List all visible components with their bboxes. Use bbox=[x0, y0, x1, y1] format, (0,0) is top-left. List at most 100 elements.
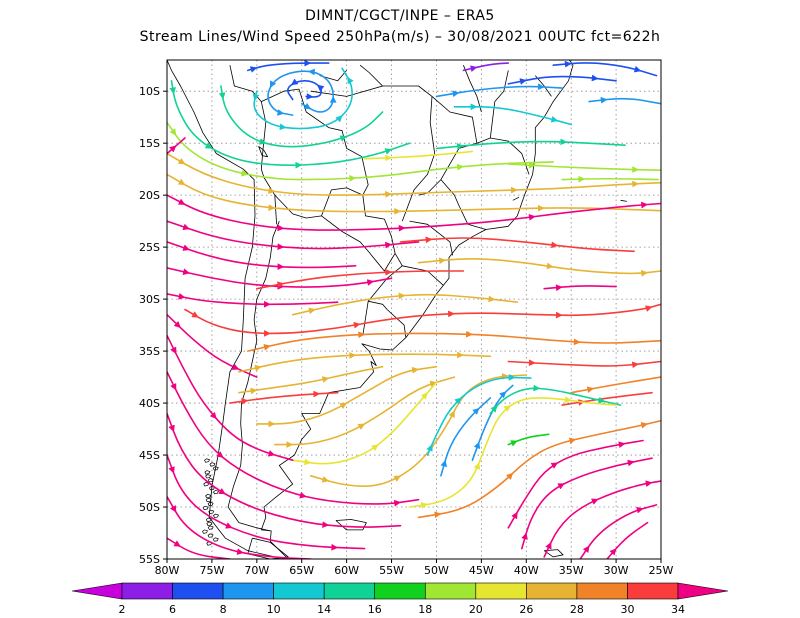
colorbar-label: 8 bbox=[220, 603, 227, 616]
streamline-arrow bbox=[632, 166, 640, 173]
streamline-arrow bbox=[466, 330, 473, 338]
streamline-arrow bbox=[371, 444, 379, 452]
streamline-arrow bbox=[627, 459, 635, 467]
streamline-arrow bbox=[241, 169, 249, 177]
streamline-arrow bbox=[440, 459, 448, 468]
streamline-arrow bbox=[591, 74, 599, 82]
streamline-arrow bbox=[557, 483, 565, 490]
lon-tick-label: 30W bbox=[604, 564, 629, 577]
streamline-arrow bbox=[268, 420, 276, 428]
fjord-island bbox=[207, 478, 214, 483]
streamline-arrow bbox=[384, 148, 393, 155]
fjord-island bbox=[213, 513, 219, 518]
streamline-arrow bbox=[209, 411, 217, 420]
streamline-arrow bbox=[550, 115, 559, 123]
streamline-arrow bbox=[473, 441, 481, 450]
streamline-arrow bbox=[528, 213, 536, 221]
streamline-arrow bbox=[385, 190, 393, 198]
streamline-arrow bbox=[490, 405, 498, 413]
streamline-arrow bbox=[426, 444, 433, 452]
streamline-arrow bbox=[454, 397, 462, 405]
lon-tick-label: 45W bbox=[469, 564, 494, 577]
colorbar-label: 34 bbox=[671, 603, 685, 616]
streamline-arrow bbox=[470, 103, 478, 111]
coastline-segment bbox=[476, 137, 530, 175]
colorbar-label: 28 bbox=[570, 603, 584, 616]
streamline-arrow bbox=[349, 174, 357, 182]
streamline-arrow bbox=[533, 384, 541, 392]
coastline-segment bbox=[463, 65, 482, 113]
streamline-arrow bbox=[263, 343, 271, 351]
streamline-arrow bbox=[537, 204, 545, 212]
streamline bbox=[287, 79, 323, 101]
colorbar-label: 20 bbox=[469, 603, 483, 616]
lon-tick-label: 70W bbox=[244, 564, 269, 577]
streamline-arrow bbox=[241, 398, 249, 405]
colorbar-segment bbox=[475, 582, 527, 600]
streamline-arrow bbox=[276, 109, 285, 116]
streamline-arrow bbox=[264, 329, 271, 337]
fjord-island bbox=[206, 521, 213, 526]
streamline bbox=[552, 62, 658, 77]
streamline-arrow bbox=[276, 281, 285, 289]
colorbar-label: 6 bbox=[169, 603, 176, 616]
streamline-arrow bbox=[316, 84, 325, 92]
streamline-arrow bbox=[295, 161, 303, 169]
streamline-arrow bbox=[168, 466, 175, 474]
streamline-arrow bbox=[347, 76, 354, 85]
colorbar-label: 2 bbox=[119, 603, 126, 616]
streamline bbox=[507, 75, 617, 85]
streamline-arrow bbox=[555, 284, 563, 292]
streamline-arrow bbox=[339, 402, 348, 410]
streamline-arrow bbox=[438, 257, 446, 265]
streamline-arrow bbox=[329, 95, 337, 103]
lon-tick-label: 60W bbox=[334, 564, 359, 577]
streamline-arrow bbox=[645, 305, 653, 312]
map-title-line-1: DIMNT/CGCT/INPE – ERA5 bbox=[305, 8, 495, 24]
streamline-arrow bbox=[640, 269, 649, 277]
streamline-arrow bbox=[568, 437, 577, 445]
streamline bbox=[167, 241, 357, 269]
streamline-arrow bbox=[182, 268, 191, 276]
colorbar-segment bbox=[172, 582, 224, 600]
streamline-arrow bbox=[591, 498, 599, 505]
coastline-segment bbox=[543, 549, 564, 558]
streamline-arrow bbox=[472, 407, 480, 415]
streamline-arrow bbox=[331, 543, 339, 551]
streamline-arrow bbox=[270, 80, 277, 88]
streamline-arrow bbox=[277, 263, 285, 270]
streamline-arrow bbox=[618, 441, 626, 449]
streamline-arrow bbox=[473, 462, 481, 470]
coastline-segment bbox=[319, 70, 347, 82]
streamline bbox=[229, 391, 339, 404]
streamline bbox=[167, 495, 312, 559]
streamline-arrow bbox=[321, 376, 330, 383]
streamline-arrow bbox=[633, 65, 642, 73]
streamline bbox=[435, 85, 563, 98]
streamline-arrow bbox=[231, 363, 240, 370]
streamline-arrow bbox=[306, 93, 314, 100]
streamline bbox=[440, 397, 492, 477]
streamline-arrow bbox=[308, 307, 316, 315]
colorbar-min-triangle bbox=[71, 582, 123, 600]
coastline-segment bbox=[440, 179, 487, 230]
lon-tick-label: 40W bbox=[514, 564, 539, 577]
streamline-arrow bbox=[182, 244, 191, 251]
streamline-arrow bbox=[499, 391, 507, 399]
streamline bbox=[507, 360, 661, 367]
streamline-arrow bbox=[434, 511, 442, 519]
streamline-arrow bbox=[519, 78, 527, 85]
coastline-segment bbox=[620, 199, 627, 202]
streamline-arrow bbox=[254, 364, 262, 372]
streamline bbox=[170, 80, 411, 167]
streamline-arrow bbox=[264, 300, 271, 308]
fjord-island bbox=[203, 482, 210, 487]
streamline-arrow bbox=[290, 78, 299, 86]
streamline-arrow bbox=[339, 135, 348, 142]
streamline bbox=[253, 67, 353, 130]
streamline-arrow bbox=[267, 450, 276, 457]
streamline-arrow bbox=[631, 361, 640, 369]
lon-tick-label: 25W bbox=[649, 564, 674, 577]
streamline-arrow bbox=[299, 491, 307, 499]
